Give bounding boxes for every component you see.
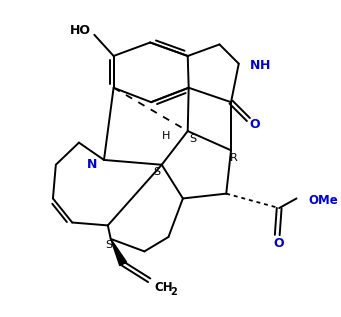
Text: H: H	[260, 59, 270, 72]
Text: S: S	[189, 134, 196, 144]
Text: O: O	[250, 118, 261, 131]
Text: N: N	[250, 59, 261, 72]
Polygon shape	[111, 239, 127, 266]
Text: O: O	[274, 237, 284, 250]
Text: OMe: OMe	[308, 194, 338, 207]
Text: S: S	[153, 167, 161, 178]
Text: R: R	[230, 153, 238, 163]
Text: HO: HO	[70, 24, 91, 37]
Text: S: S	[105, 240, 112, 250]
Text: H: H	[162, 131, 171, 141]
Text: 2: 2	[170, 287, 177, 297]
Text: CH: CH	[154, 281, 173, 294]
Text: N: N	[87, 158, 98, 171]
